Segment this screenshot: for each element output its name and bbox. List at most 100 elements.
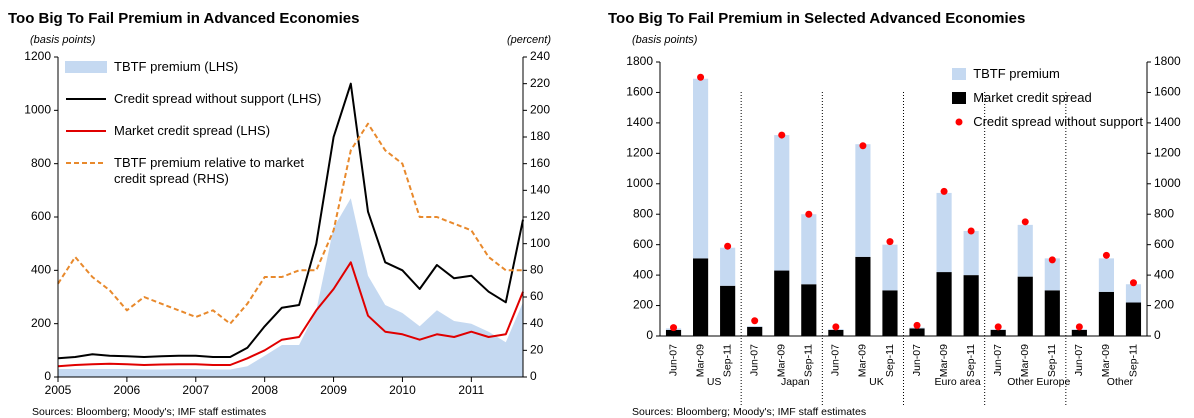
legend-label: TBTF premium (LHS): [114, 59, 239, 74]
group-label: Other Europe: [1007, 376, 1070, 388]
y-tick-label: 400: [31, 263, 51, 277]
x-tick-label: Jun-07: [667, 344, 679, 376]
x-tick-label: Mar-09: [938, 344, 950, 377]
chart-title: Too Big To Fail Premium in Selected Adva…: [608, 10, 1025, 27]
line: [57, 82, 524, 360]
bar-segment: [693, 78, 709, 259]
y-tick-label: 1200: [626, 146, 653, 160]
y-tick-label: 0: [646, 328, 653, 342]
x-tick-label: Sep-11: [884, 344, 896, 377]
dot: [670, 324, 678, 332]
bar-segment: [882, 290, 898, 336]
dot: [859, 142, 867, 150]
bar-segment: [801, 284, 817, 336]
legend-swatch: [955, 118, 963, 126]
legend-label: Market credit spread (LHS): [114, 123, 271, 138]
group-label: Euro area: [935, 376, 981, 388]
x-tick-label: Jun-07: [911, 344, 923, 376]
y2-axis-label: (percent): [507, 34, 551, 46]
area: [58, 198, 523, 377]
bar-segment: [1125, 302, 1142, 336]
x-tick-label: Sep-11: [965, 344, 977, 377]
group-label: UK: [869, 376, 884, 388]
legend-swatch: [66, 98, 106, 100]
line-chart: 2005 2006 2007 2008 2009 2010 2011020040060080…: [8, 10, 551, 418]
x-tick-label: Mar-09: [776, 344, 788, 377]
x-tick-label: Sep-11: [803, 344, 815, 377]
y2-tick-label: 1200: [1154, 146, 1181, 160]
bar-segment: [747, 326, 763, 327]
bar-segment: [936, 272, 952, 336]
bar-segment: [1098, 258, 1114, 292]
x-tick-label: 2005: [45, 383, 72, 397]
bar-segment: [801, 214, 817, 285]
legend-swatch: [952, 92, 967, 104]
bar-segment: [1044, 290, 1060, 336]
legend-swatch: [952, 68, 967, 80]
y-tick-label: 600: [633, 237, 653, 251]
legend-key: [952, 92, 967, 104]
y2-tick-label: 240: [530, 49, 550, 63]
x-tick-label: 2006: [114, 383, 141, 397]
dot: [886, 238, 894, 246]
bar-segment: [720, 285, 736, 336]
dot: [832, 323, 840, 331]
y2-tick-label: 100: [530, 236, 550, 250]
legend-swatch: [65, 61, 107, 73]
legend-key: [65, 61, 107, 73]
dot: [940, 187, 948, 195]
bar-segment: [720, 247, 736, 286]
bar-chart: Jun-07 Mar-09 Sep-11 Jun-07 Mar-09 Sep-11 Jun-…: [608, 10, 1181, 418]
dot: [778, 131, 786, 139]
dot: [724, 242, 732, 250]
x-tick-label: Mar-09: [1100, 344, 1112, 377]
bar-segment: [747, 326, 763, 336]
legend-label: Credit spread without support: [973, 114, 1143, 129]
legend-label: Credit spread without support (LHS): [114, 91, 322, 106]
y2-tick-label: 0: [530, 369, 537, 383]
x-tick-label: Sep-11: [1046, 344, 1058, 377]
x-tick-label: Mar-09: [857, 344, 869, 377]
y2-tick-label: 80: [530, 263, 544, 277]
y-tick-label: 800: [633, 206, 653, 220]
y2-tick-label: 20: [530, 343, 544, 357]
legend-entry: TBTF premium (LHS): [64, 59, 334, 91]
y2-tick-label: 200: [530, 103, 550, 117]
y-tick-label: 1600: [626, 85, 653, 99]
dot: [1075, 323, 1083, 331]
dot: [994, 323, 1002, 331]
bar-segment: [828, 329, 844, 336]
y2-tick-label: 1000: [1154, 176, 1181, 190]
legend-entry: Credit spread without support (LHS): [64, 91, 334, 123]
y2-tick-label: 800: [1154, 206, 1174, 220]
dot: [1129, 279, 1137, 287]
legend-label: TBTF premium: [973, 66, 1060, 81]
y-tick-label: 1000: [626, 176, 653, 190]
x-tick-label: 2011: [458, 383, 484, 397]
line: [57, 261, 524, 368]
x-tick-label: 2010: [389, 383, 416, 397]
x-tick-label: Jun-07: [1073, 344, 1085, 376]
x-tick-label: Jun-07: [748, 344, 760, 376]
legend-entry: TBTF premium relative to market credit s…: [64, 155, 334, 187]
legend-label: Market credit spread: [973, 90, 1092, 105]
dot: [697, 73, 705, 81]
bar-segment: [855, 144, 871, 257]
y2-tick-label: 400: [1154, 267, 1174, 281]
legend: TBTF premium Market credit spread Credit s…: [951, 66, 1143, 138]
y2-tick-label: 1400: [1154, 115, 1181, 129]
x-tick-label: Jun-07: [992, 344, 1004, 376]
legend-label: TBTF premium relative to market credit s…: [114, 155, 304, 186]
y-tick-label: 1800: [626, 54, 653, 68]
x-tick-label: 2009: [320, 383, 347, 397]
bar-segment: [909, 328, 925, 336]
bar-segment: [963, 230, 979, 276]
y2-tick-label: 1600: [1154, 85, 1181, 99]
y-tick-label: 1400: [626, 115, 653, 129]
legend-entry: Credit spread without support: [951, 114, 1143, 138]
bar-segment: [1098, 291, 1114, 336]
y2-tick-label: 220: [530, 76, 550, 90]
bar-segment: [1017, 276, 1033, 336]
legend: TBTF premium (LHS) Credit spread without …: [64, 59, 334, 187]
source-note: Sources: Bloomberg; Moody's; IMF staff e…: [32, 406, 266, 418]
